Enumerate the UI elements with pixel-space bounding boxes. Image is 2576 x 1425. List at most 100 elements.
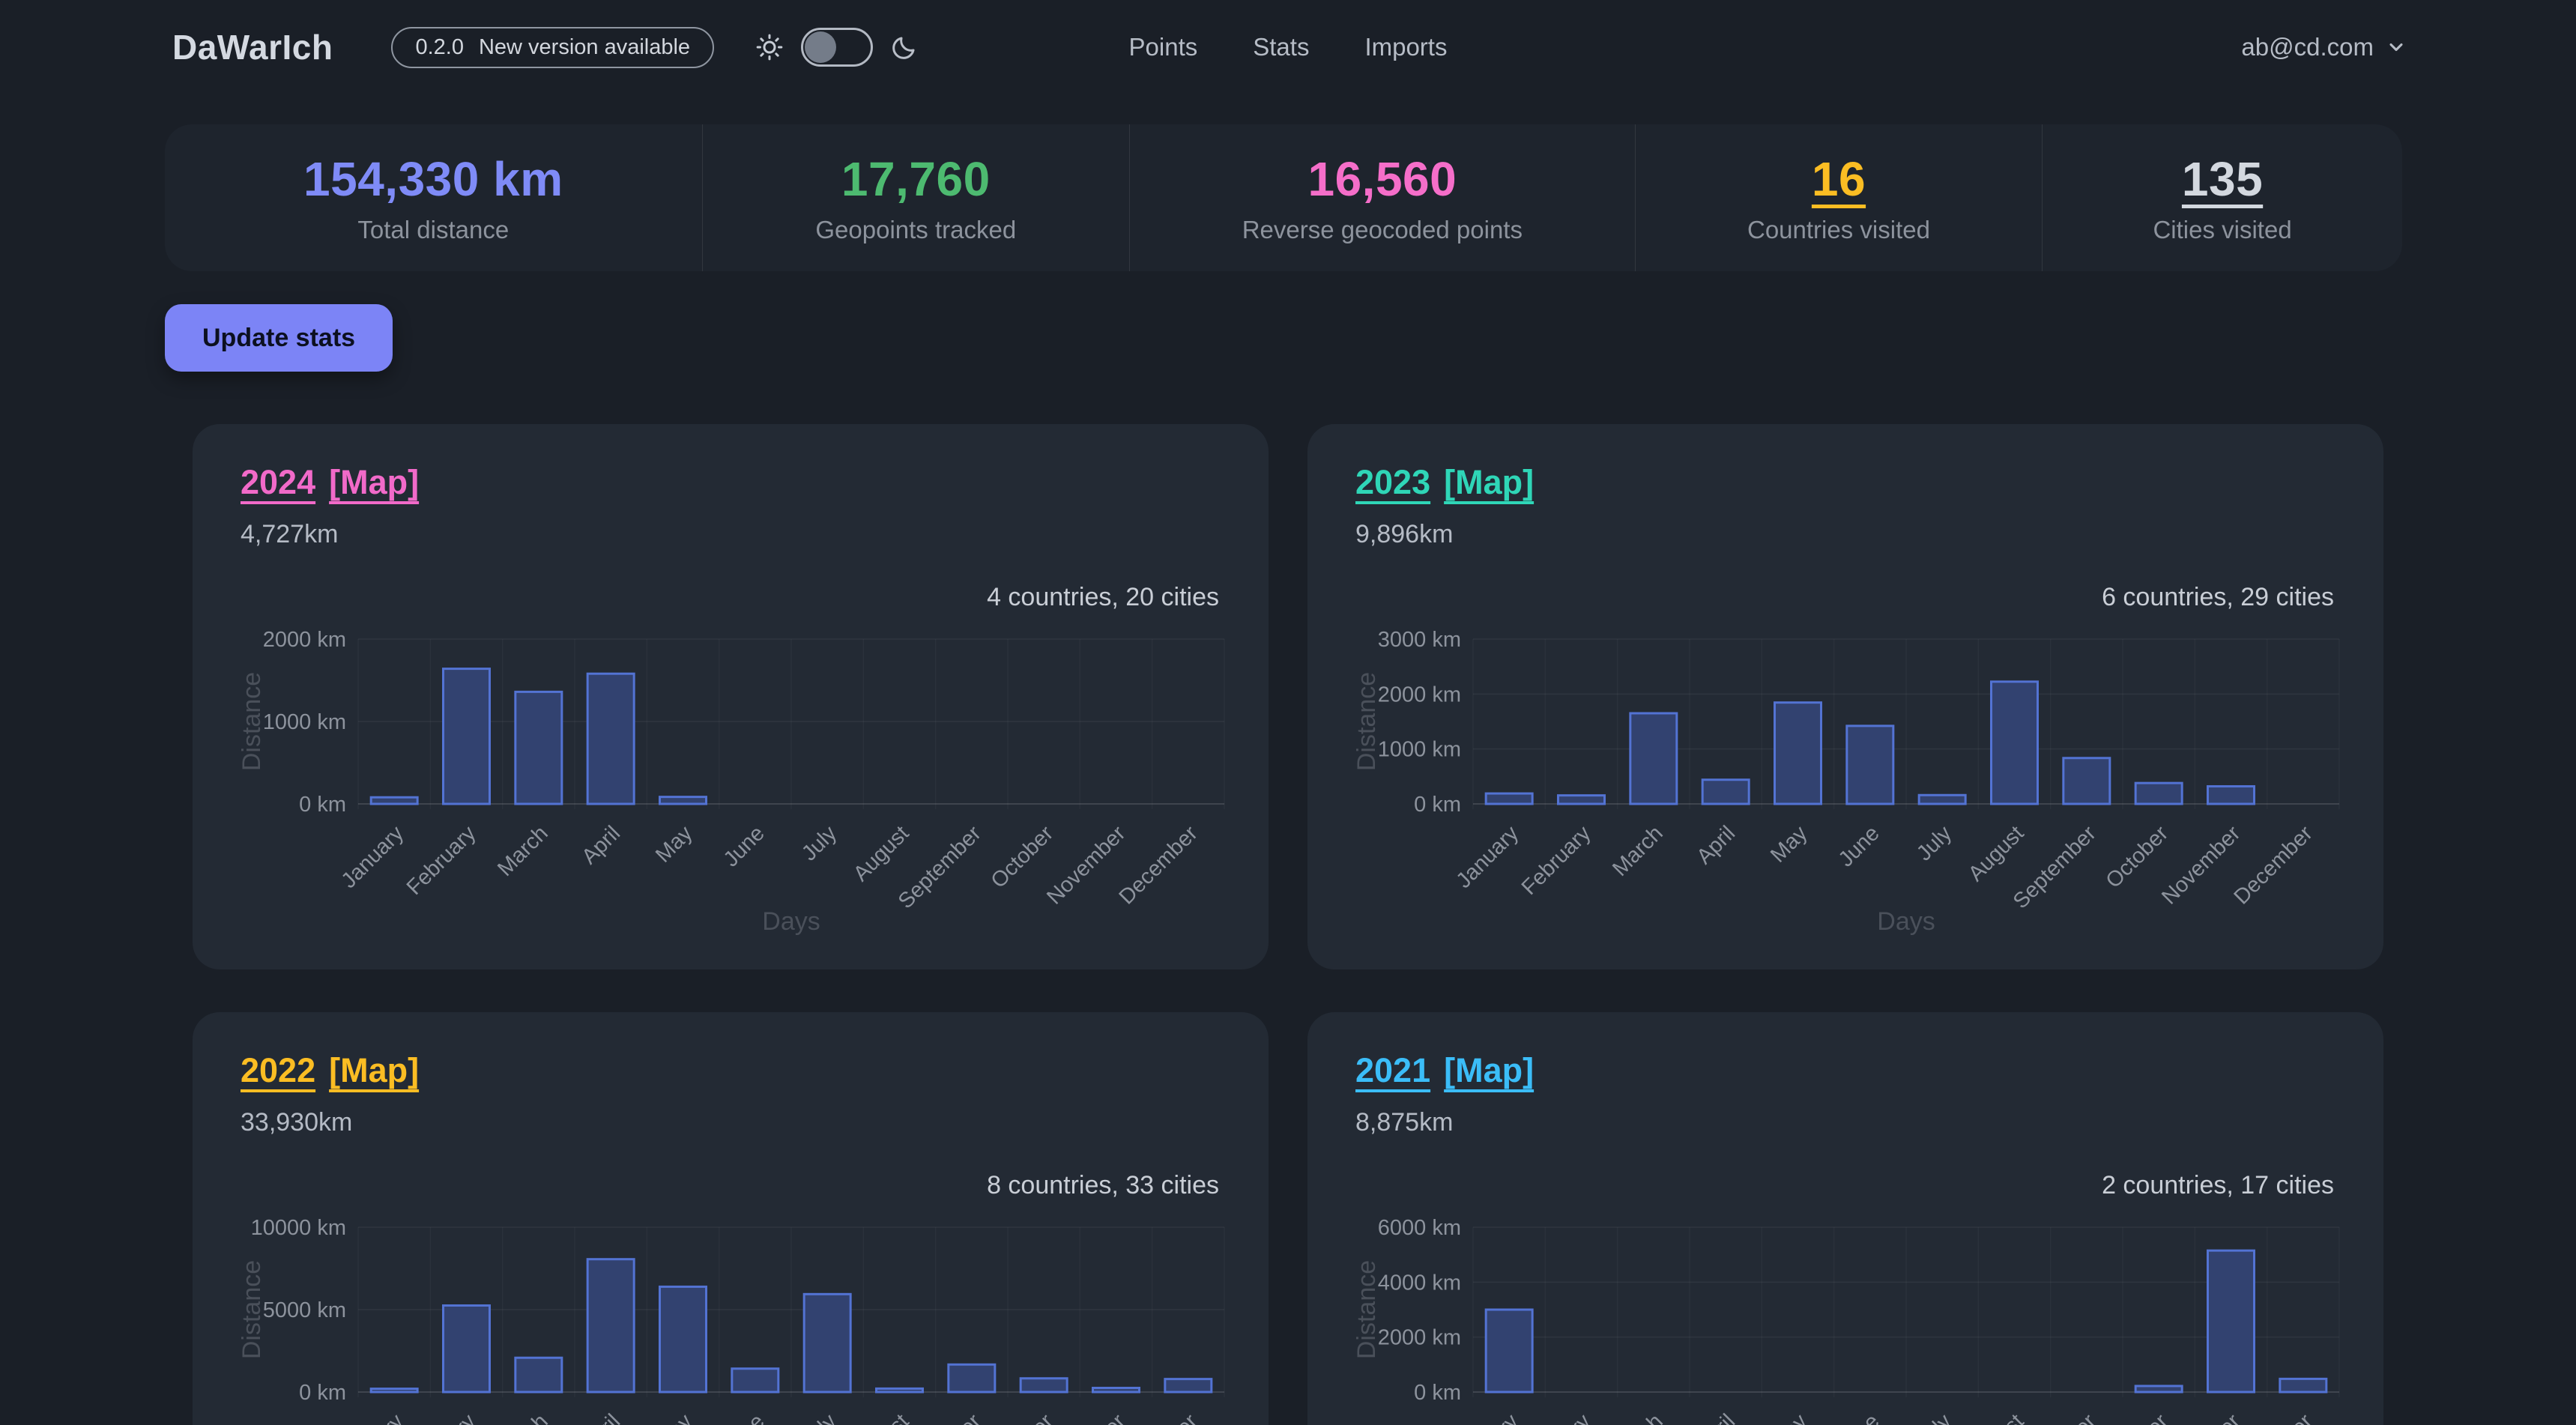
svg-text:August: August xyxy=(849,1409,913,1425)
update-stats-button[interactable]: Update stats xyxy=(165,304,393,372)
nav-link-points[interactable]: Points xyxy=(1128,33,1198,61)
stat-label: Geopoints tracked xyxy=(815,216,1017,243)
version-badge[interactable]: 0.2.0 New version available xyxy=(391,26,715,68)
svg-text:Distance: Distance xyxy=(238,672,266,771)
chevron-down-icon xyxy=(2386,37,2407,58)
svg-text:1000 km: 1000 km xyxy=(263,710,346,734)
svg-text:May: May xyxy=(651,821,698,868)
svg-text:February: February xyxy=(402,821,481,900)
countries-visited-link[interactable]: 16 xyxy=(1811,152,1866,206)
svg-text:0 km: 0 km xyxy=(1414,793,1461,817)
svg-text:0 km: 0 km xyxy=(299,1381,346,1405)
svg-text:August: August xyxy=(1964,821,2028,886)
nav-link-imports[interactable]: Imports xyxy=(1364,33,1448,61)
svg-text:March: March xyxy=(493,821,553,881)
svg-text:0 km: 0 km xyxy=(299,793,346,817)
stat-cities-visited: 135 Cities visited xyxy=(2042,124,2402,271)
svg-text:Days: Days xyxy=(1877,907,1935,936)
distance-bar-chart: 0 km 1000 km 2000 km 3000 km JanuaryFebruary… xyxy=(1352,628,2339,936)
stat-value: 17,760 xyxy=(841,152,991,206)
user-menu[interactable]: ab@cd.com xyxy=(2241,33,2407,61)
year-summary: 6 countries, 29 cities xyxy=(2102,583,2334,611)
svg-text:March: March xyxy=(1608,821,1668,881)
svg-text:July: July xyxy=(797,821,841,865)
app-logo[interactable]: DaWarIch xyxy=(172,28,333,67)
year-summary: 8 countries, 33 cities xyxy=(987,1171,1219,1199)
svg-text:January: January xyxy=(337,821,409,893)
svg-text:July: July xyxy=(1912,1409,1956,1425)
svg-text:December: December xyxy=(1115,1409,1203,1425)
cities-visited-link[interactable]: 135 xyxy=(2181,152,2264,206)
svg-text:February: February xyxy=(1517,1409,1596,1425)
year-link[interactable]: 2023 xyxy=(1355,463,1431,501)
year-map-link[interactable]: [Map] xyxy=(1444,1051,1535,1089)
svg-text:Days: Days xyxy=(762,907,820,936)
svg-text:June: June xyxy=(1834,1409,1884,1425)
year-map-link[interactable]: [Map] xyxy=(329,1051,420,1089)
year-total-distance: 33,930km xyxy=(241,1108,353,1137)
svg-text:August: August xyxy=(849,821,913,886)
year-card-2022: 2022 [Map] 33,930km 8 countries, 33 citi… xyxy=(193,1012,1269,1425)
year-link[interactable]: 2021 xyxy=(1355,1051,1431,1089)
svg-text:November: November xyxy=(1042,1409,1130,1425)
svg-text:October: October xyxy=(987,1409,1059,1425)
nav-links: Points Stats Imports xyxy=(1129,33,1448,61)
svg-text:Distance: Distance xyxy=(1352,672,1381,771)
svg-text:April: April xyxy=(577,1409,625,1425)
svg-text:October: October xyxy=(2102,1409,2174,1425)
year-total-distance: 4,727km xyxy=(241,520,339,548)
svg-text:May: May xyxy=(1766,821,1812,868)
distance-bar-chart: 0 km 2000 km 4000 km 6000 km JanuaryFebruary… xyxy=(1352,1216,2339,1425)
svg-text:January: January xyxy=(337,1409,409,1425)
theme-toggle-knob xyxy=(805,31,837,63)
svg-text:10000 km: 10000 km xyxy=(251,1216,346,1240)
year-summary: 4 countries, 20 cities xyxy=(987,583,1219,611)
stat-value: 154,330 km xyxy=(303,152,563,206)
svg-text:3000 km: 3000 km xyxy=(1378,628,1461,652)
svg-text:April: April xyxy=(1692,821,1740,869)
stat-label: Countries visited xyxy=(1747,216,1930,243)
svg-text:4000 km: 4000 km xyxy=(1378,1271,1461,1295)
svg-text:6000 km: 6000 km xyxy=(1378,1216,1461,1240)
svg-text:Distance: Distance xyxy=(1352,1260,1381,1359)
nav-link-stats[interactable]: Stats xyxy=(1253,33,1310,61)
svg-text:0 km: 0 km xyxy=(1414,1381,1461,1405)
stat-geopoints: 17,760 Geopoints tracked xyxy=(701,124,1129,271)
stat-reverse-geocoded: 16,560 Reverse geocoded points xyxy=(1128,124,1635,271)
year-total-distance: 9,896km xyxy=(1355,520,1454,548)
top-nav: DaWarIch 0.2.0 New version available xyxy=(0,0,2576,94)
year-card-2021: 2021 [Map] 8,875km 2 countries, 17 citie… xyxy=(1307,1012,2383,1425)
stat-label: Reverse geocoded points xyxy=(1242,216,1523,243)
svg-text:December: December xyxy=(2230,821,2318,909)
year-link[interactable]: 2022 xyxy=(241,1051,316,1089)
svg-text:May: May xyxy=(651,1409,698,1425)
svg-text:2000 km: 2000 km xyxy=(263,628,346,652)
svg-text:5000 km: 5000 km xyxy=(263,1298,346,1322)
svg-text:October: October xyxy=(987,821,1059,893)
svg-text:November: November xyxy=(2157,1409,2245,1425)
stat-label: Cities visited xyxy=(2153,216,2292,243)
svg-text:1000 km: 1000 km xyxy=(1378,738,1461,762)
stats-panel: 154,330 km Total distance 17,760 Geopoin… xyxy=(165,124,2402,271)
theme-toggle[interactable] xyxy=(801,28,874,67)
version-note: New version available xyxy=(478,34,691,59)
year-link[interactable]: 2024 xyxy=(241,463,316,501)
year-cards: 2024 [Map] 4,727km 4 countries, 20 citie… xyxy=(193,424,2383,1425)
svg-text:March: March xyxy=(493,1409,553,1425)
svg-text:April: April xyxy=(1692,1409,1740,1425)
year-summary: 2 countries, 17 cities xyxy=(2102,1171,2334,1199)
svg-text:November: November xyxy=(2157,821,2245,909)
year-map-link[interactable]: [Map] xyxy=(329,463,420,501)
svg-text:December: December xyxy=(1115,821,1203,909)
stat-countries-visited: 16 Countries visited xyxy=(1634,124,2042,271)
svg-text:June: June xyxy=(1834,821,1884,871)
svg-text:May: May xyxy=(1766,1409,1812,1425)
svg-text:December: December xyxy=(2230,1409,2318,1425)
year-card-2023: 2023 [Map] 9,896km 6 countries, 29 citie… xyxy=(1307,424,2383,969)
svg-text:October: October xyxy=(2102,821,2174,893)
year-map-link[interactable]: [Map] xyxy=(1444,463,1535,501)
svg-text:Distance: Distance xyxy=(238,1260,266,1359)
stat-value: 16,560 xyxy=(1307,152,1457,206)
